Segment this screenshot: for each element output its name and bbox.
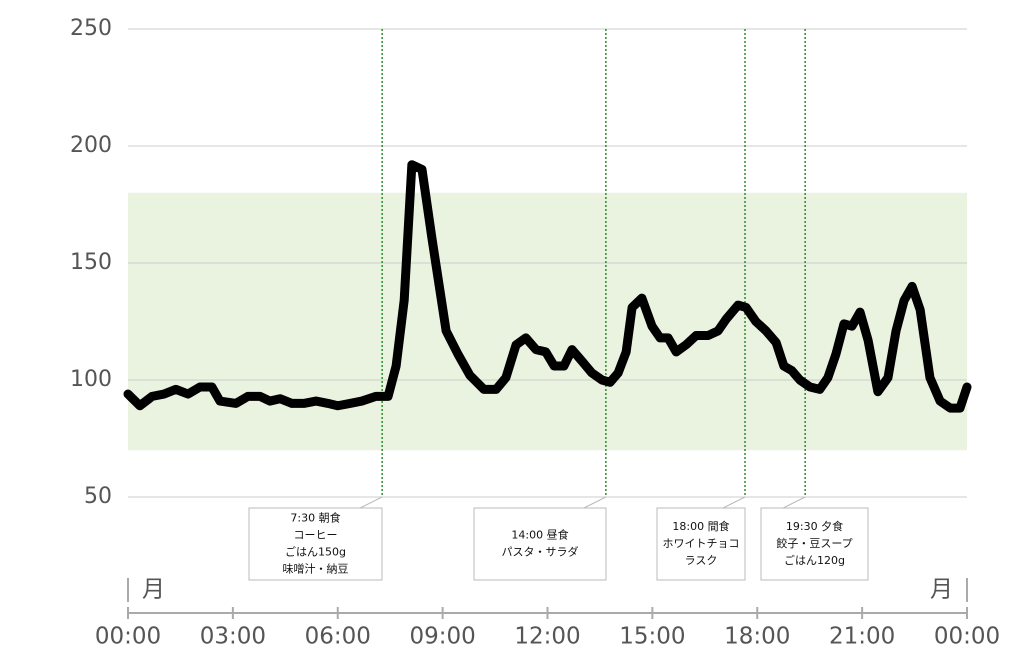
annotation-text: ごはん150g	[285, 545, 346, 559]
y-tick-label: 150	[70, 250, 112, 275]
annotation-pointer	[583, 496, 607, 509]
x-tick-label: 21:00	[829, 624, 895, 650]
y-tick-label: 200	[70, 133, 112, 158]
annotation-text: ホワイトチョコ	[663, 537, 740, 550]
annotation-box	[656, 507, 746, 581]
annotation-text: ラスク	[685, 554, 718, 567]
y-tick-label: 250	[70, 16, 112, 41]
annotation-box	[248, 507, 383, 581]
glucose-line	[123, 160, 972, 413]
target-band	[128, 192, 967, 451]
x-tick-label: 12:00	[514, 624, 580, 650]
annotation-text: 14:00 昼食	[511, 528, 568, 542]
annotation-pointer	[722, 496, 746, 509]
annotation-text: パスタ・サラダ	[502, 545, 579, 559]
x-tick-label: 18:00	[724, 624, 790, 650]
x-tick-label: 03:00	[200, 624, 266, 650]
annotation-text: 18:00 間食	[672, 519, 729, 533]
annotation-text: 餃子・豆スープ	[776, 536, 852, 550]
y-tick-label: 100	[70, 367, 112, 392]
y-tick-label: 50	[84, 484, 112, 509]
x-tick-label: 00:00	[95, 624, 161, 650]
annotation-text: 19:30 夕食	[786, 519, 843, 533]
day-label: 月	[142, 577, 165, 603]
annotation-text: ごはん120g	[784, 553, 845, 567]
day-label: 月	[930, 577, 953, 603]
annotation-box	[473, 507, 607, 581]
x-tick-label: 15:00	[619, 624, 685, 650]
annotation-pointer	[782, 496, 806, 509]
x-tick-label: 00:00	[934, 624, 1000, 650]
annotation-pointer	[359, 496, 383, 509]
annotation-text: コーヒー	[294, 529, 338, 542]
annotation-box	[760, 507, 869, 581]
x-tick-label: 06:00	[305, 624, 371, 650]
annotation-text: 味噌汁・納豆	[283, 563, 349, 576]
annotation-text: 7:30 朝食	[290, 511, 340, 525]
x-tick-label: 09:00	[409, 624, 475, 650]
